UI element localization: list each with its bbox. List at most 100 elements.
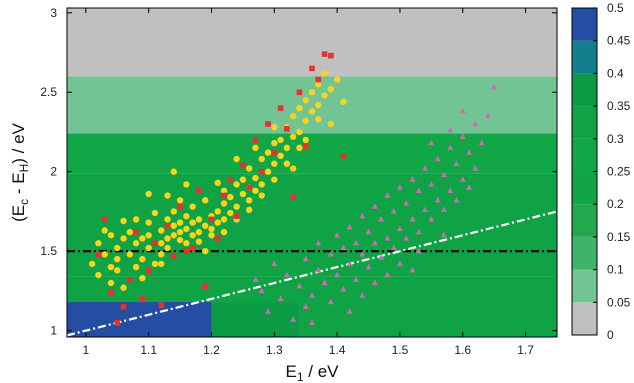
data-point-square <box>202 283 209 289</box>
data-point-circle <box>145 190 152 198</box>
x-tick-label: 1.1 <box>140 343 157 357</box>
data-point-square <box>158 302 165 309</box>
data-point-triangle <box>447 187 454 193</box>
data-point-triangle <box>371 203 378 209</box>
colorbar-tick-label: 0.4 <box>607 66 624 80</box>
colorbar-tick-label: 0.15 <box>607 230 631 244</box>
data-point-triangle <box>440 231 447 238</box>
data-point-circle <box>158 260 165 268</box>
data-point-circle <box>302 96 309 104</box>
data-point-circle <box>271 176 278 183</box>
data-point-square <box>196 187 202 194</box>
colorbar: 0.5 0.45 0.4 0.35 0.3 0.25 0.2 0.15 0.1 0.05 0 <box>571 1 631 342</box>
data-point-circle <box>233 203 240 210</box>
data-point-square <box>252 137 259 143</box>
data-point-square <box>290 194 296 200</box>
data-point-square <box>296 89 303 96</box>
colorbar-tick-label: 0.2 <box>607 197 624 211</box>
data-point-square <box>246 184 252 191</box>
data-point-circle <box>176 197 184 204</box>
data-point-triangle <box>340 244 347 251</box>
data-point-triangle <box>359 250 366 257</box>
data-point-circle <box>202 247 209 255</box>
colorbar-segment <box>572 73 597 107</box>
data-point-square <box>340 153 347 159</box>
data-point-triangle <box>384 271 391 278</box>
data-point-circle <box>183 240 190 247</box>
data-point-circle <box>239 190 247 198</box>
data-point-circle <box>164 244 171 252</box>
colorbar-tick-label: 0 <box>607 328 614 342</box>
data-point-circle <box>239 176 247 183</box>
data-point-square <box>240 162 246 169</box>
data-point-triangle <box>491 84 498 90</box>
data-point-triangle <box>365 228 372 235</box>
data-point-circle <box>126 228 134 236</box>
data-point-triangle <box>422 165 429 171</box>
y-axis: 1 1.5 2 2.5 3 <box>40 6 557 338</box>
data-point-circle <box>176 219 184 226</box>
colorbar-segment <box>572 40 597 74</box>
data-point-triangle <box>459 176 466 182</box>
data-point-triangle <box>334 231 341 238</box>
data-point-triangle <box>296 282 303 289</box>
data-point-circle <box>132 216 140 223</box>
background-band <box>67 133 557 174</box>
data-point-square <box>271 149 278 156</box>
data-point-square <box>265 121 271 127</box>
data-point-triangle <box>422 206 429 213</box>
data-point-square <box>164 222 171 229</box>
data-point-circle <box>95 240 102 247</box>
data-point-triangle <box>396 260 403 267</box>
data-point-circle <box>220 187 228 194</box>
x-axis-label: E1 / eV <box>286 362 340 383</box>
data-point-square <box>277 105 284 111</box>
data-point-circle <box>195 216 203 223</box>
data-point-circle <box>327 120 335 128</box>
data-point-circle <box>183 181 190 188</box>
colorbar-tick-label: 0.35 <box>607 99 631 113</box>
data-point-triangle <box>352 239 359 246</box>
colorbar-tick-label: 0.5 <box>607 1 624 15</box>
data-point-circle <box>189 232 196 239</box>
data-point-circle <box>107 263 115 271</box>
data-point-circle <box>120 235 127 242</box>
data-point-circle <box>271 160 278 167</box>
data-point-circle <box>120 284 127 291</box>
data-point-triangle <box>334 271 341 278</box>
data-point-circle <box>315 116 322 123</box>
data-point-circle <box>170 168 177 175</box>
data-point-square <box>321 51 328 57</box>
data-point-circle <box>139 235 146 242</box>
data-point-triangle <box>252 276 259 282</box>
data-point-triangle <box>409 176 416 182</box>
data-point-circle <box>321 92 328 99</box>
data-point-square <box>139 296 146 302</box>
data-point-triangle <box>472 120 479 127</box>
data-point-triangle <box>428 139 435 146</box>
data-point-triangle <box>466 184 473 190</box>
data-point-triangle <box>309 292 315 298</box>
data-point-circle <box>227 209 234 217</box>
data-point-circle <box>139 255 146 263</box>
data-point-circle <box>126 251 134 258</box>
data-point-circle <box>327 85 335 93</box>
data-point-triangle <box>396 184 403 190</box>
data-point-triangle <box>447 144 454 151</box>
data-point-triangle <box>309 319 315 325</box>
data-point-triangle <box>271 260 278 267</box>
y-tick-label: 1 <box>50 324 57 338</box>
data-point-circle <box>189 203 196 210</box>
data-point-circle <box>132 240 140 247</box>
data-point-triangle <box>472 165 479 171</box>
data-point-square <box>189 245 196 251</box>
data-point-triangle <box>415 247 422 254</box>
x-tick-label: 1.3 <box>266 343 283 357</box>
data-point-circle <box>340 98 347 105</box>
data-point-triangle <box>453 196 460 203</box>
data-point-circle <box>214 208 221 215</box>
data-point-square <box>120 304 127 310</box>
data-point-triangle <box>403 200 410 206</box>
data-point-circle <box>321 69 328 77</box>
data-point-triangle <box>321 279 328 286</box>
